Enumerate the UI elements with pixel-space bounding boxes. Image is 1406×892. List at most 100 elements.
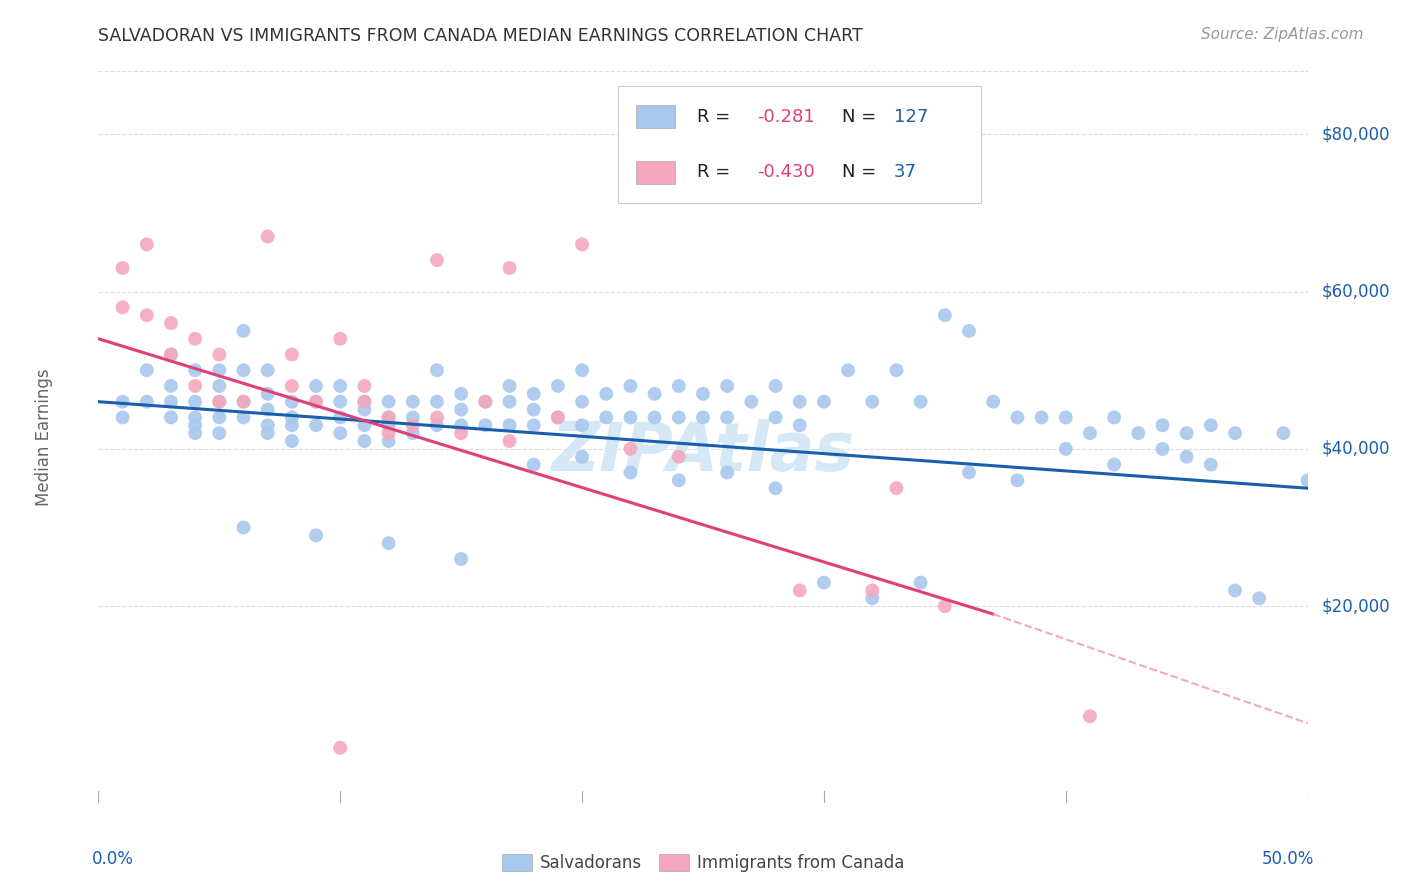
Point bbox=[208, 394, 231, 409]
FancyBboxPatch shape bbox=[637, 105, 675, 128]
Point bbox=[402, 394, 425, 409]
Point bbox=[1007, 473, 1029, 487]
Text: N =: N = bbox=[842, 163, 882, 181]
Point bbox=[426, 363, 449, 377]
Point bbox=[450, 418, 472, 433]
Point bbox=[402, 410, 425, 425]
Point bbox=[789, 583, 811, 598]
Point bbox=[111, 410, 134, 425]
Point bbox=[1272, 426, 1295, 441]
Text: N =: N = bbox=[842, 108, 882, 126]
Point bbox=[256, 363, 278, 377]
Point bbox=[281, 410, 304, 425]
Point bbox=[716, 410, 738, 425]
Point bbox=[256, 402, 278, 417]
Point bbox=[184, 379, 207, 393]
Point bbox=[1078, 709, 1101, 723]
Point bbox=[305, 394, 328, 409]
Point bbox=[644, 410, 666, 425]
Point bbox=[571, 450, 593, 464]
Point bbox=[619, 410, 641, 425]
Point bbox=[668, 450, 690, 464]
Point bbox=[160, 379, 183, 393]
Point bbox=[232, 520, 254, 534]
Text: 127: 127 bbox=[894, 108, 928, 126]
Point bbox=[377, 434, 399, 448]
Point bbox=[305, 379, 328, 393]
Text: ZIPAtlas: ZIPAtlas bbox=[551, 418, 855, 484]
Text: $60,000: $60,000 bbox=[1322, 283, 1391, 301]
Point bbox=[305, 394, 328, 409]
Point bbox=[1128, 426, 1150, 441]
Point bbox=[1054, 442, 1077, 456]
Point bbox=[716, 379, 738, 393]
Point bbox=[886, 481, 908, 495]
FancyBboxPatch shape bbox=[637, 161, 675, 184]
Point bbox=[498, 394, 520, 409]
Point bbox=[837, 363, 859, 377]
Point bbox=[789, 418, 811, 433]
Point bbox=[668, 410, 690, 425]
Point bbox=[135, 363, 157, 377]
Point bbox=[450, 426, 472, 441]
Point bbox=[1078, 426, 1101, 441]
Text: 37: 37 bbox=[894, 163, 917, 181]
Point bbox=[402, 426, 425, 441]
Point bbox=[450, 402, 472, 417]
Point bbox=[160, 347, 183, 361]
Text: $20,000: $20,000 bbox=[1322, 597, 1391, 615]
Point bbox=[208, 410, 231, 425]
Point bbox=[353, 402, 375, 417]
Point bbox=[765, 410, 787, 425]
Point bbox=[305, 418, 328, 433]
Point bbox=[329, 410, 352, 425]
Point bbox=[813, 394, 835, 409]
Point bbox=[111, 301, 134, 315]
Point bbox=[474, 418, 496, 433]
Point bbox=[184, 418, 207, 433]
Point bbox=[377, 394, 399, 409]
Point bbox=[1175, 426, 1198, 441]
Point bbox=[547, 410, 569, 425]
Point bbox=[329, 740, 352, 755]
Point bbox=[256, 229, 278, 244]
Text: 50.0%: 50.0% bbox=[1261, 850, 1313, 868]
Point bbox=[474, 394, 496, 409]
Point bbox=[789, 394, 811, 409]
Point bbox=[426, 410, 449, 425]
Point bbox=[184, 394, 207, 409]
Point bbox=[1249, 591, 1271, 606]
Point bbox=[668, 473, 690, 487]
Point bbox=[377, 410, 399, 425]
Point bbox=[498, 418, 520, 433]
Point bbox=[1175, 450, 1198, 464]
Point bbox=[619, 379, 641, 393]
Point bbox=[474, 394, 496, 409]
Point bbox=[860, 583, 883, 598]
Point bbox=[934, 599, 956, 614]
Point bbox=[571, 418, 593, 433]
Point bbox=[692, 410, 714, 425]
Point bbox=[208, 379, 231, 393]
Point bbox=[111, 394, 134, 409]
Point bbox=[571, 237, 593, 252]
Point bbox=[450, 387, 472, 401]
Point bbox=[281, 394, 304, 409]
FancyBboxPatch shape bbox=[619, 86, 981, 203]
Point bbox=[426, 253, 449, 268]
Text: -0.281: -0.281 bbox=[758, 108, 815, 126]
Point bbox=[523, 418, 546, 433]
Point bbox=[619, 466, 641, 480]
Point bbox=[281, 347, 304, 361]
Point bbox=[571, 363, 593, 377]
Point bbox=[547, 379, 569, 393]
Point bbox=[765, 481, 787, 495]
Point bbox=[353, 379, 375, 393]
Point bbox=[1102, 410, 1125, 425]
Text: Median Earnings: Median Earnings bbox=[35, 368, 53, 506]
Point bbox=[232, 410, 254, 425]
Point bbox=[160, 347, 183, 361]
Point bbox=[668, 379, 690, 393]
Point bbox=[910, 394, 932, 409]
Text: SALVADORAN VS IMMIGRANTS FROM CANADA MEDIAN EARNINGS CORRELATION CHART: SALVADORAN VS IMMIGRANTS FROM CANADA MED… bbox=[98, 27, 863, 45]
